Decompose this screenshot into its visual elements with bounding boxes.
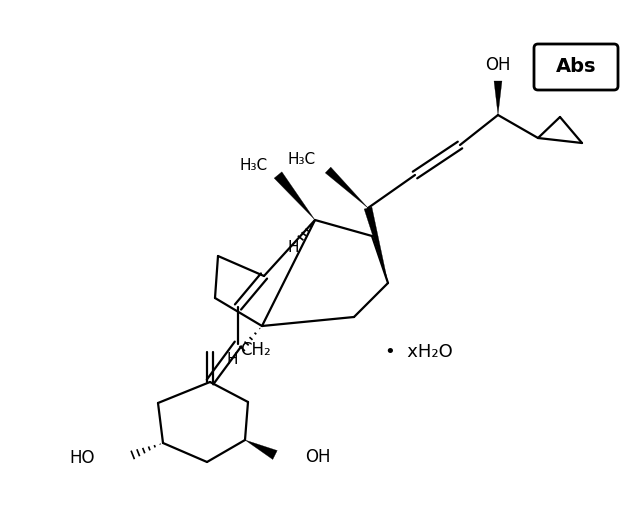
Text: HO: HO <box>70 449 95 467</box>
Text: H₃C: H₃C <box>288 152 316 168</box>
Text: H: H <box>227 352 237 366</box>
Text: H₃C: H₃C <box>240 158 268 172</box>
Polygon shape <box>325 167 368 208</box>
Text: OH: OH <box>485 56 511 74</box>
Polygon shape <box>245 440 277 460</box>
FancyBboxPatch shape <box>534 44 618 90</box>
Text: OH: OH <box>305 448 330 466</box>
Polygon shape <box>274 172 315 220</box>
Text: H: H <box>287 241 299 256</box>
Polygon shape <box>364 207 388 283</box>
Polygon shape <box>494 81 502 115</box>
Text: Abs: Abs <box>556 58 596 77</box>
Text: •  xH₂O: • xH₂O <box>385 343 452 361</box>
Text: CH₂: CH₂ <box>240 341 271 359</box>
